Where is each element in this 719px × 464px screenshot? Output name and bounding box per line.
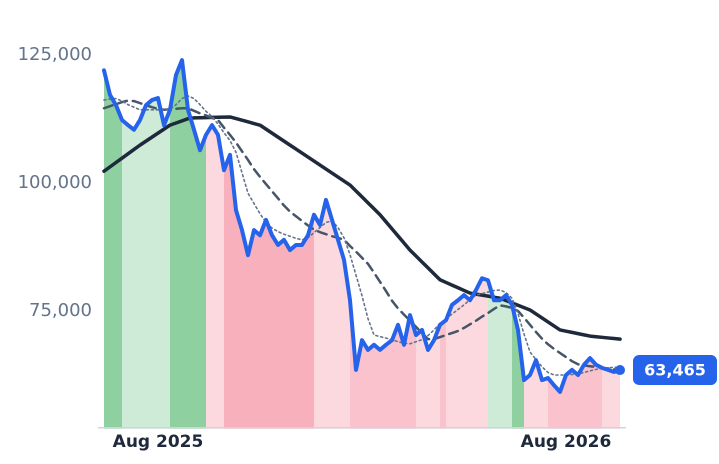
- y-tick-label: 100,000: [18, 172, 92, 193]
- moving-average-line: [103, 95, 621, 376]
- regime-band: [512, 304, 524, 429]
- last-value-badge: [633, 355, 717, 386]
- regime-band: [206, 125, 224, 429]
- y-tick-label: 75,000: [29, 300, 92, 321]
- x-tick-label: Aug 2025: [113, 432, 204, 452]
- regime-band: [524, 360, 548, 429]
- price-line: [102, 58, 622, 394]
- regime-band: [224, 154, 314, 429]
- regime-band: [170, 60, 206, 429]
- x-tick-label: Aug 2026: [521, 432, 612, 452]
- last-value-label: 63,465: [644, 361, 706, 380]
- last-value-dot: [615, 365, 625, 376]
- regime-band: [440, 320, 446, 429]
- regime-band: [416, 324, 440, 429]
- regime-band: [488, 280, 512, 429]
- regime-band: [446, 278, 488, 429]
- regime-band: [104, 70, 122, 429]
- regime-band: [602, 367, 620, 429]
- regime-band: [122, 98, 170, 429]
- moving-average-line: [102, 99, 622, 372]
- regime-band: [314, 199, 350, 429]
- y-tick-label: 125,000: [18, 44, 92, 65]
- regime-band: [548, 358, 602, 429]
- regime-band: [350, 300, 416, 429]
